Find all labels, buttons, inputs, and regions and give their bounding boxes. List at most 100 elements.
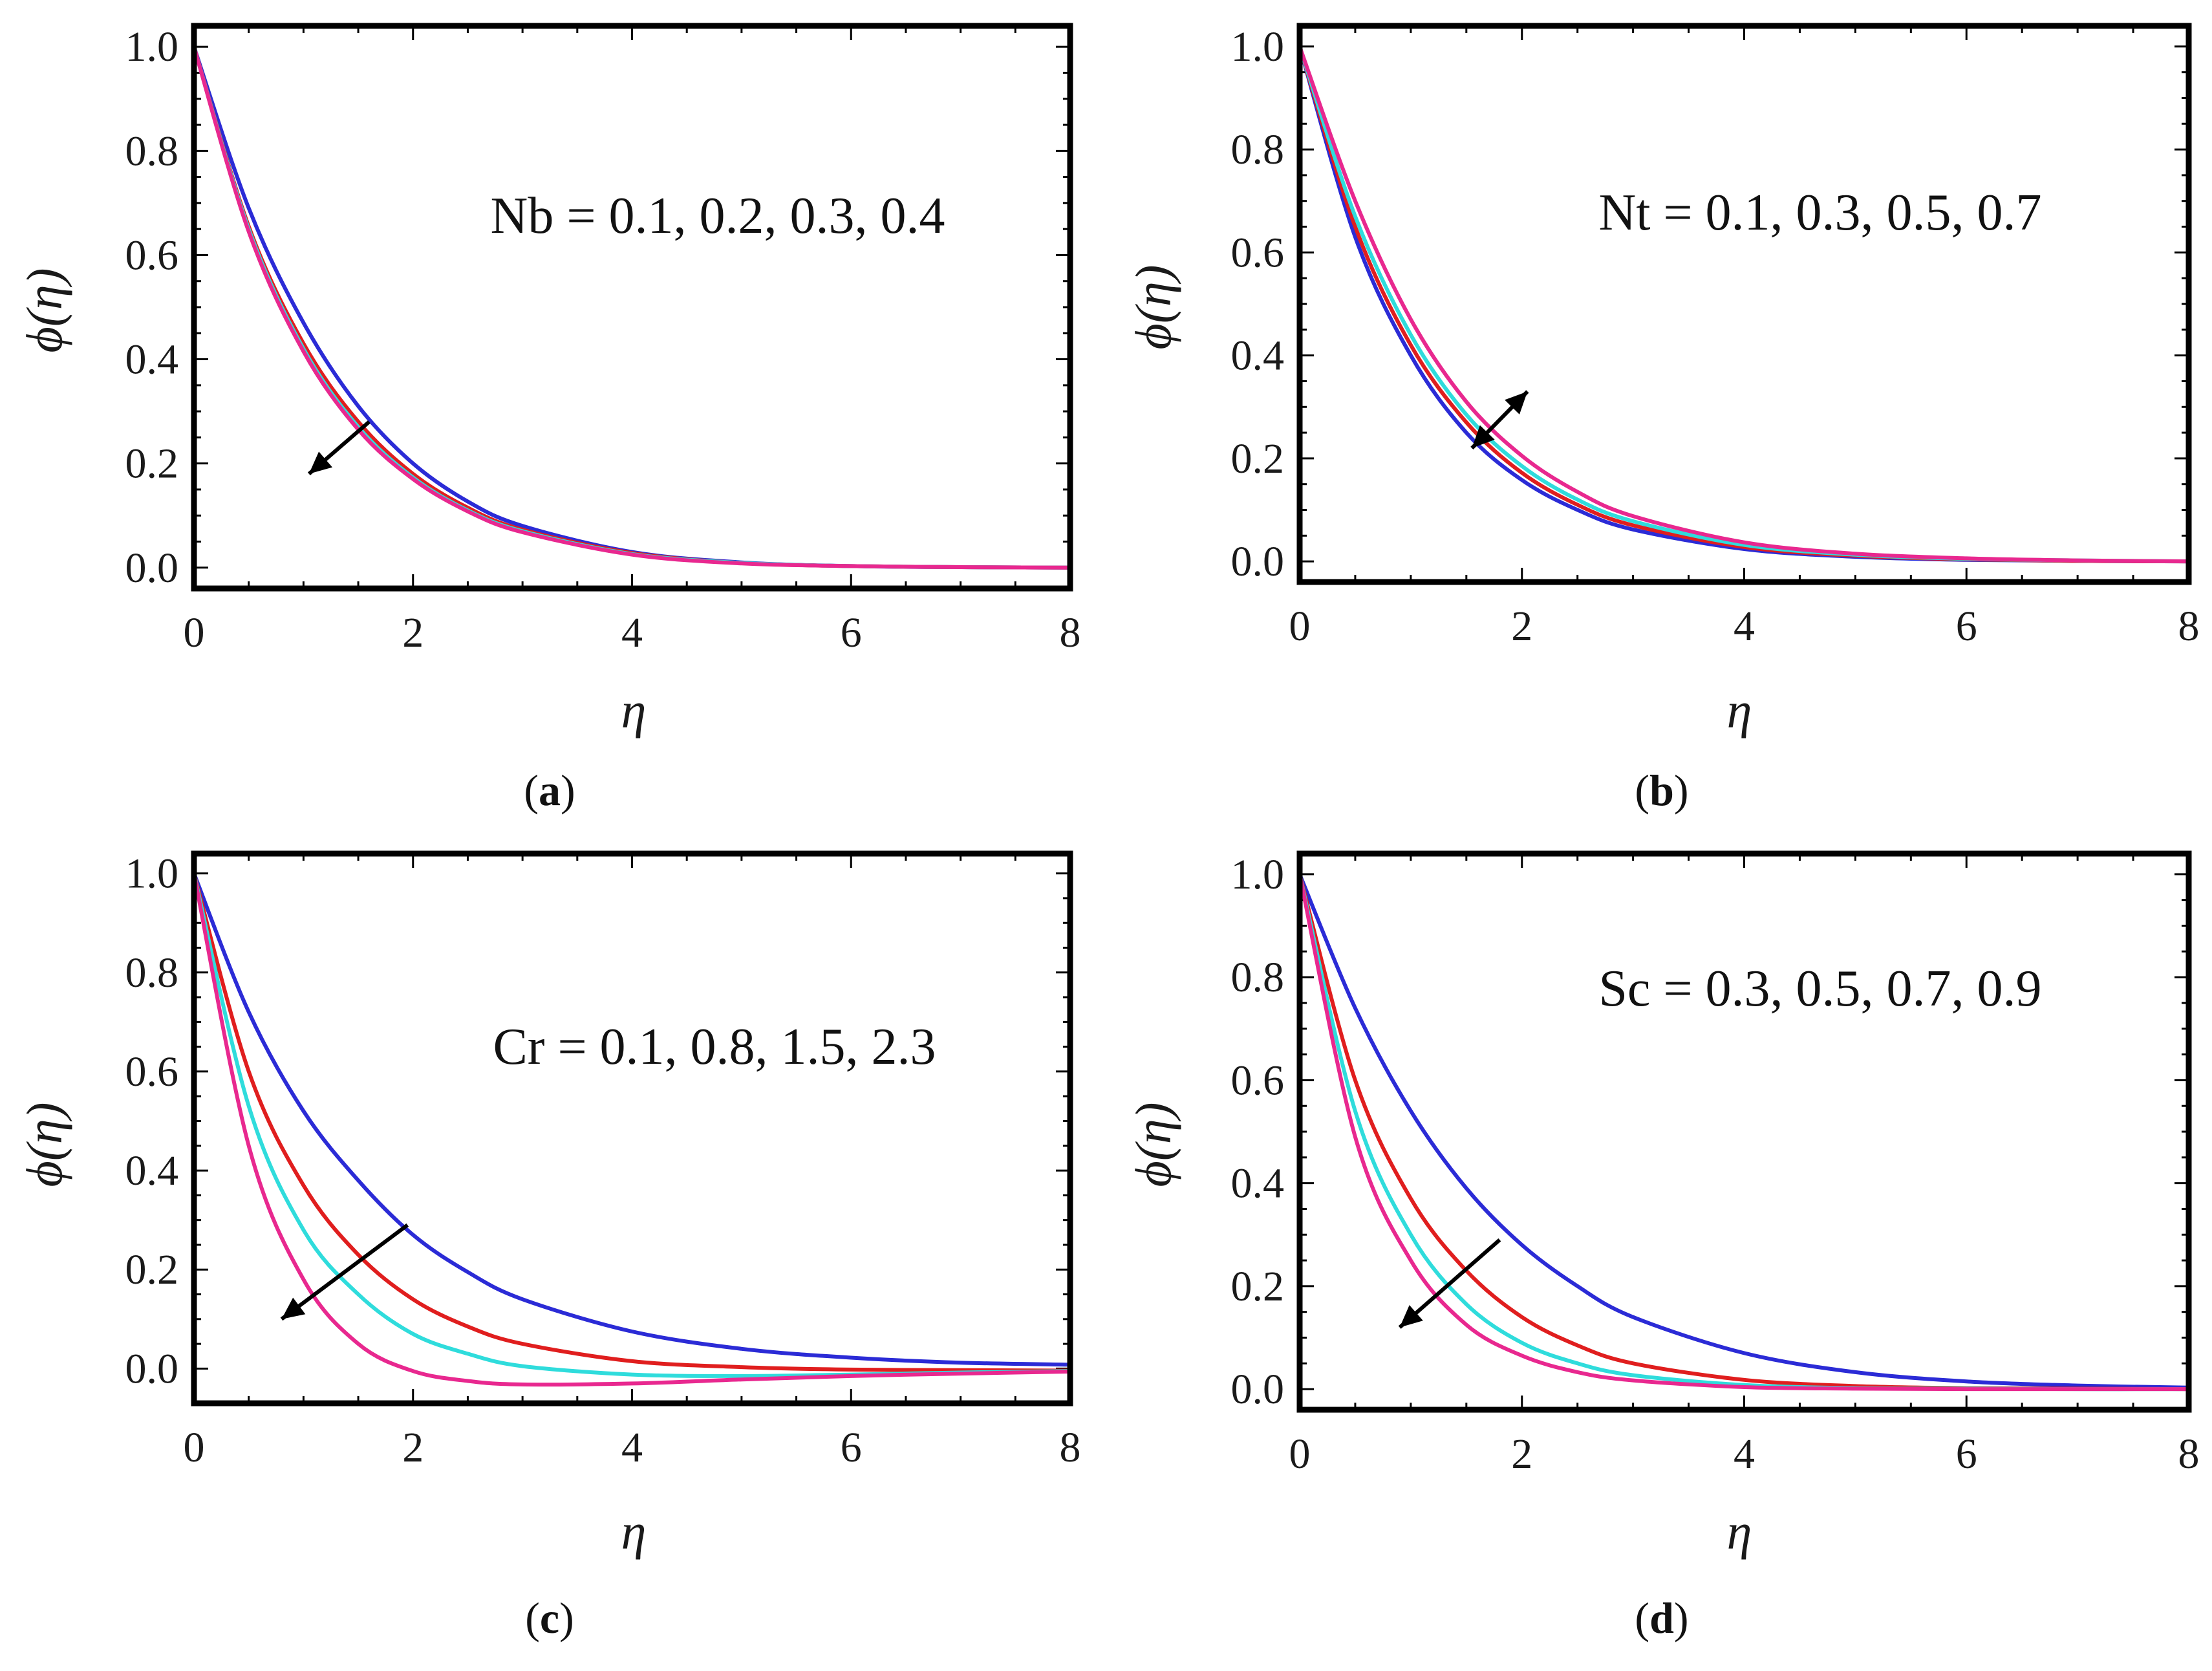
trend-arrow [1398, 1238, 1501, 1329]
panel-caption: (c) [525, 1593, 574, 1643]
plot-area [1300, 854, 2189, 1410]
series-group [194, 872, 1070, 1387]
x-axis-label: η [621, 1504, 647, 1560]
x-tick-label: 6 [841, 609, 862, 656]
caption-letter: b [1649, 766, 1674, 815]
caption-paren-close: ) [1674, 1593, 1689, 1643]
plot-area [194, 26, 1070, 588]
x-tick-label: 8 [2178, 603, 2200, 650]
x-tick-label: 2 [402, 609, 424, 656]
panel-caption: (d) [1635, 1593, 1688, 1643]
series-group [194, 46, 1070, 570]
y-axis-label: ϕ(η) [16, 1102, 72, 1187]
x-tick-label: 4 [1734, 1430, 1755, 1478]
plot-frame [1296, 850, 2192, 1413]
panel-caption: (a) [524, 766, 575, 815]
y-tick-label: 1.0 [125, 23, 179, 70]
y-axis-label: ϕ(η) [16, 268, 72, 352]
caption-paren-close: ) [559, 1593, 574, 1643]
y-tick-label: 0.4 [1231, 1160, 1285, 1207]
arrow-head [1399, 1305, 1423, 1328]
arrow-head [308, 451, 333, 474]
x-tick-label: 6 [1956, 1430, 1977, 1478]
caption-paren-open: ( [1635, 766, 1649, 815]
panel-a: 0 2 4 6 8 0.0 0.2 0.4 0.6 0.8 1.0 Nb = 0.1, 0.2, 0.… [16, 23, 1081, 815]
y-tick-label: 0.0 [125, 544, 179, 592]
parameter-annotation: Cr = 0.1, 0.8, 1.5, 2.3 [493, 1019, 936, 1075]
plot-frame [1296, 23, 2192, 585]
y-tick-label: 0.8 [1231, 954, 1285, 1001]
x-tick-label: 0 [184, 1424, 205, 1471]
x-tick-label: 4 [621, 1424, 643, 1471]
caption-letter: c [540, 1593, 559, 1643]
y-tick-label: 1.0 [125, 850, 179, 898]
x-tick-label: 2 [1511, 603, 1532, 650]
series-line-cr-0-8 [194, 872, 1070, 1373]
series-line-nb-0-4 [194, 46, 1070, 570]
y-tick-label: 0.0 [125, 1345, 179, 1392]
caption-paren-close: ) [1674, 766, 1689, 815]
panel-caption: (b) [1635, 766, 1688, 815]
caption-letter: a [539, 766, 561, 815]
caption-paren-open: ( [524, 766, 539, 815]
y-tick-label: 0.2 [1231, 435, 1285, 482]
x-tick-label: 2 [402, 1424, 424, 1471]
y-tick-label: 1.0 [1231, 23, 1285, 70]
series-line-nt-0-7 [1300, 45, 2189, 564]
trend-arrow [280, 1223, 409, 1321]
x-axis-label: η [1727, 1504, 1752, 1560]
caption-paren-close: ) [561, 766, 575, 815]
parameter-annotation: Nb = 0.1, 0.2, 0.3, 0.4 [491, 188, 945, 244]
series-line-cr-2-3 [194, 873, 1070, 1387]
y-tick-label: 0.6 [125, 1048, 179, 1095]
panel-c: 0 2 4 6 8 0.0 0.2 0.4 0.6 0.8 1.0 Cr = 0.1, 0.8, 1.… [16, 850, 1081, 1643]
arrow-head [281, 1297, 306, 1319]
caption-paren-open: ( [525, 1593, 540, 1643]
x-tick-label: 0 [1289, 603, 1311, 650]
y-tick-label: 0.8 [125, 127, 179, 175]
panels: 0 2 4 6 8 0.0 0.2 0.4 0.6 0.8 1.0 Nb = 0.1, 0.2, 0.… [16, 23, 2200, 1643]
parameter-annotation: Nt = 0.1, 0.3, 0.5, 0.7 [1598, 184, 2041, 241]
y-tick-label: 0.4 [1231, 332, 1285, 380]
x-tick-label: 4 [1734, 603, 1755, 650]
y-tick-label: 0.6 [1231, 1057, 1285, 1104]
y-tick-label: 0.8 [125, 949, 179, 997]
x-tick-label: 0 [184, 609, 205, 656]
y-tick-label: 0.8 [1231, 126, 1285, 173]
y-tick-label: 0.4 [125, 336, 179, 383]
x-tick-label: 8 [2178, 1430, 2200, 1478]
x-axis-label: η [1727, 682, 1752, 738]
series-line-sc-0-9 [1300, 874, 2189, 1392]
series-line-cr-0-1 [194, 872, 1070, 1367]
y-tick-label: 1.0 [1231, 851, 1285, 898]
series-group [1300, 45, 2189, 564]
x-tick-label: 8 [1060, 1424, 1081, 1471]
y-tick-label: 0.2 [1231, 1263, 1285, 1310]
panel-d: 0 2 4 6 8 0.0 0.2 0.4 0.6 0.8 1.0 Sc = 0.3, 0.5, 0.… [1125, 850, 2200, 1643]
y-tick-label: 0.4 [125, 1147, 179, 1194]
series-line-sc-0-3 [1300, 873, 2189, 1390]
series-group [1300, 873, 2189, 1392]
caption-paren-open: ( [1635, 1593, 1649, 1643]
arrow-head [1505, 391, 1528, 415]
plot-area [1300, 26, 2189, 582]
x-tick-label: 2 [1511, 1430, 1532, 1478]
x-tick-label: 0 [1289, 1430, 1311, 1478]
x-tick-label: 8 [1060, 609, 1081, 656]
caption-letter: d [1649, 1593, 1674, 1643]
plot-area [194, 854, 1070, 1403]
y-axis-label: ϕ(η) [1125, 264, 1181, 349]
y-tick-label: 0.0 [1231, 538, 1285, 585]
arrow-head [1472, 425, 1495, 448]
y-tick-label: 0.0 [1231, 1366, 1285, 1413]
y-tick-label: 0.2 [125, 440, 179, 488]
x-tick-label: 6 [841, 1424, 862, 1471]
y-axis-label: ϕ(η) [1125, 1102, 1181, 1187]
plot-frame [191, 850, 1073, 1407]
plot-frame [191, 23, 1073, 592]
x-tick-label: 6 [1956, 603, 1977, 650]
x-tick-label: 4 [621, 609, 643, 656]
panel-b: 0 2 4 6 8 0.0 0.2 0.4 0.6 0.8 1.0 Nt = 0.1, 0.3, 0.… [1125, 23, 2200, 815]
parameter-annotation: Sc = 0.3, 0.5, 0.7, 0.9 [1598, 960, 2041, 1017]
